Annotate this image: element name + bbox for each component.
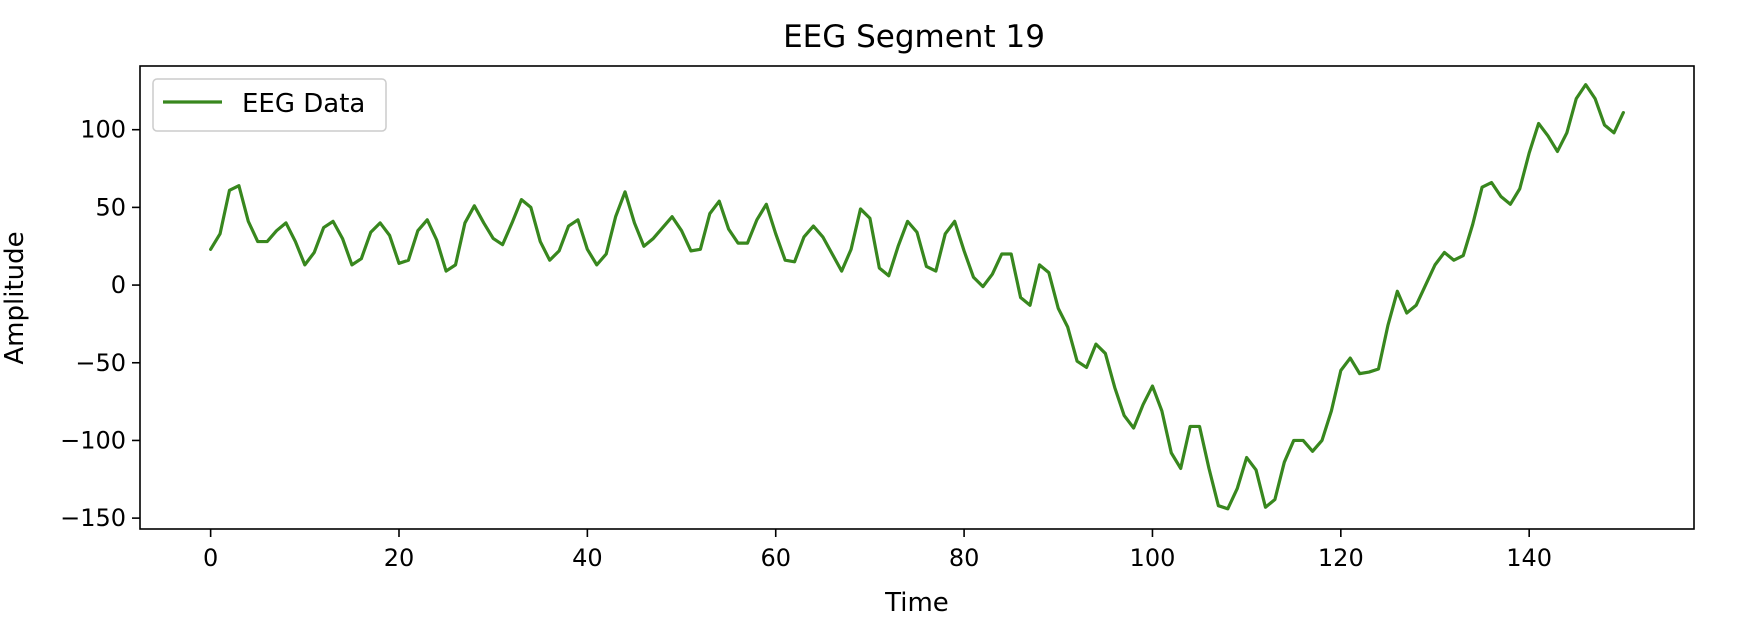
y-tick-label: 50 bbox=[95, 193, 126, 221]
x-tick-label: 0 bbox=[203, 544, 218, 572]
x-tick-label: 100 bbox=[1130, 544, 1176, 572]
x-tick-label: 60 bbox=[760, 544, 791, 572]
legend-entry-label: EEG Data bbox=[242, 89, 365, 119]
y-tick-label: −150 bbox=[60, 504, 126, 532]
x-tick-label: 140 bbox=[1506, 544, 1552, 572]
y-tick-label: −50 bbox=[75, 349, 126, 377]
y-tick-label: 100 bbox=[80, 116, 126, 144]
y-tick-label: −100 bbox=[60, 426, 126, 454]
x-axis-label: Time bbox=[884, 588, 949, 618]
x-tick-label: 120 bbox=[1318, 544, 1364, 572]
x-tick-label: 80 bbox=[949, 544, 980, 572]
x-tick-label: 20 bbox=[384, 544, 415, 572]
legend: EEG Data bbox=[153, 79, 386, 131]
y-tick-label: 0 bbox=[111, 271, 126, 299]
chart-title: EEG Segment 19 bbox=[783, 19, 1045, 55]
y-axis-label: Amplitude bbox=[0, 231, 30, 364]
x-tick-label: 40 bbox=[572, 544, 603, 572]
